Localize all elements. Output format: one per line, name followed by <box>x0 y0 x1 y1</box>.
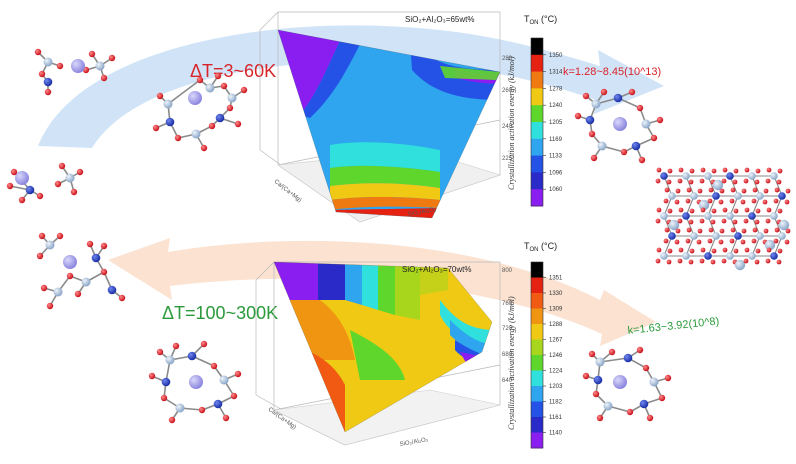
top-colorbar-tick: 1133 <box>549 154 563 160</box>
bottom-colorbar-block <box>531 401 543 418</box>
bottom-colorbar-block <box>531 324 543 340</box>
top-composition-label: SiO₂+Al₂O₃=65wt% <box>405 15 475 24</box>
top-x-axis-label: Ca/(Ca+Mg) <box>273 179 303 204</box>
top-colorbar: 1350 1314 1278 1240 1205 1169 1133 1096 1060 <box>530 37 563 207</box>
bottom-colorbar-block <box>531 370 543 387</box>
bottom-colorbar-tick: 1203 <box>549 384 563 390</box>
bottom-colorbar-tick: 1182 <box>549 400 563 406</box>
molecule-left-middle <box>36 232 126 310</box>
bottom-z-tick: 760 <box>502 301 513 307</box>
bottom-colorbar-block <box>531 277 543 294</box>
top-colorbar-tick: 1278 <box>549 86 563 92</box>
top-colorbar-block <box>531 172 543 190</box>
molecule-ring-right-top <box>574 88 664 164</box>
bottom-colorbar-tick: 1351 <box>549 276 563 282</box>
top-colorbar-tick: 1169 <box>549 137 563 143</box>
top-z-tick-top: 280 <box>502 56 513 62</box>
top-rate-label: k=1.28~8.45(10^13) <box>563 66 661 78</box>
top-colorbar-block <box>531 71 543 89</box>
molecule-ring-right-bottom <box>582 346 672 422</box>
bottom-z-tick: 720 <box>502 326 513 332</box>
bottom-delta-t-label: ΔT=100~300K <box>162 303 278 323</box>
bottom-colorbar-block <box>531 262 543 278</box>
bottom-colorbar-block <box>531 386 543 402</box>
top-colorbar-tick: 1240 <box>549 103 563 109</box>
bottom-colorbar-block <box>531 339 543 356</box>
bottom-colorbar-block <box>531 308 543 325</box>
bottom-composition-label: SiO₂+Al₂O₃=70wt% <box>402 265 472 274</box>
top-colorbar-tick: 1060 <box>549 187 563 193</box>
top-colorbar-tick: 1314 <box>549 70 563 76</box>
bottom-colorbar-block <box>531 417 543 433</box>
top-z-tick: 225 <box>502 156 513 162</box>
bottom-colorbar-tick: 1224 <box>549 369 563 375</box>
top-colorbar-block <box>531 88 543 106</box>
bottom-colorbar-tick: 1288 <box>549 322 563 328</box>
crystal-lattice <box>655 167 791 271</box>
bottom-colorbar-block <box>531 355 543 371</box>
bottom-z-axis-label: Crystallization activation energy (kJ/mo… <box>507 296 516 430</box>
bottom-z-tick: 640 <box>502 378 513 384</box>
top-z-tick: 260 <box>502 88 513 94</box>
bottom-colorbar-tick: 1267 <box>549 338 563 344</box>
bottom-curved-arrow <box>108 238 656 346</box>
bottom-colorbar-tick: 1330 <box>549 291 563 297</box>
bottom-colorbar: 1351 1330 1309 1288 1267 1246 1224 1203 1182 1161… <box>530 261 563 449</box>
top-colorbar-block <box>531 122 543 140</box>
top-z-axis-label: Crystallization activation energy (kJ/mo… <box>507 56 516 190</box>
top-colorbar-block <box>531 155 543 173</box>
bottom-colorbar-tick: 1140 <box>549 431 563 437</box>
top-colorbar-tick: 1350 <box>549 53 563 59</box>
top-curved-arrow <box>38 25 664 148</box>
top-colorbar-block <box>531 38 543 56</box>
molecule-left-small <box>6 162 84 204</box>
bottom-y-axis-label: SiO₂/Al₂O₃ <box>399 437 429 448</box>
molecule-ring-top <box>152 72 248 152</box>
top-colorbar-block <box>531 54 543 73</box>
bottom-colorbar-tick: 1246 <box>549 353 563 359</box>
top-colorbar-title: TON (°C) <box>524 14 557 26</box>
bottom-colorbar-tick: 1309 <box>549 307 563 313</box>
bottom-colorbar-block <box>531 293 543 309</box>
bottom-z-tick-top: 800 <box>502 268 513 274</box>
top-delta-t-label: ΔT=3~60K <box>190 61 276 81</box>
molecule-top-left <box>34 48 116 96</box>
top-colorbar-block <box>531 105 543 123</box>
bottom-colorbar-block <box>531 432 543 449</box>
top-y-axis-label: SiO₂/Al₂O₃ <box>407 207 437 218</box>
top-colorbar-block <box>531 189 543 207</box>
molecule-ring-bottom <box>148 340 242 424</box>
top-colorbar-tick: 1205 <box>549 120 563 126</box>
bottom-colorbar-tick: 1161 <box>549 415 563 421</box>
top-z-tick: 240 <box>502 124 513 130</box>
top-colorbar-tick: 1096 <box>549 170 563 176</box>
bottom-colorbar-title: TON (°C) <box>524 241 557 253</box>
top-colorbar-block <box>531 138 543 157</box>
bottom-z-tick: 680 <box>502 352 513 358</box>
